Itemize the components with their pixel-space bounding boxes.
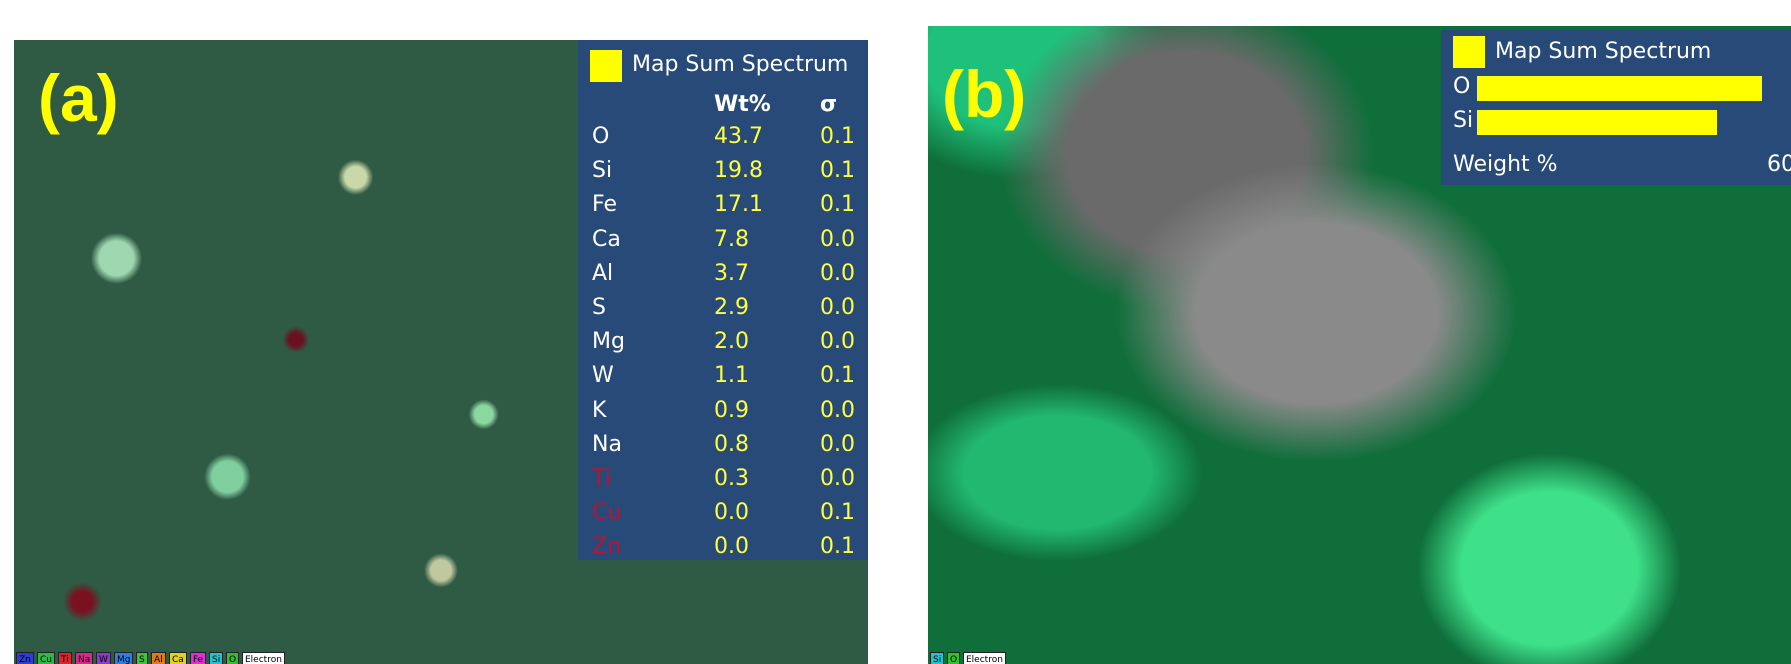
spectrum-chart: Map Sum Spectrum Weight % O Si 60 <box>1441 30 1791 185</box>
element: Zn <box>592 534 621 559</box>
map-chip: Mg <box>114 652 133 664</box>
wt-value: 3.7 <box>714 261 749 286</box>
category-label: O <box>1453 74 1470 99</box>
header: Wt% <box>714 92 771 117</box>
wt-value: 0.3 <box>714 466 749 491</box>
element: Al <box>592 261 613 286</box>
wt-value: 7.8 <box>714 227 749 252</box>
x-tick-label: 60 <box>1767 152 1791 177</box>
map-chip: O <box>226 652 239 664</box>
legend-title: Map Sum Spectrum <box>632 52 848 77</box>
legend-swatch <box>1453 36 1485 68</box>
bar <box>1477 110 1717 135</box>
sigma-value: 0.1 <box>820 124 855 149</box>
map-chip: Fe <box>190 652 206 664</box>
wt-value: 0.0 <box>714 534 749 559</box>
wt-value: 0.8 <box>714 432 749 457</box>
element: S <box>592 295 606 320</box>
legend-swatch <box>590 50 622 82</box>
element: O <box>592 124 609 149</box>
element: Ca <box>592 227 621 252</box>
panel-label: (a) <box>38 60 119 136</box>
sigma-value: 0.1 <box>820 363 855 388</box>
bar <box>1477 76 1762 101</box>
wt-value: 2.0 <box>714 329 749 354</box>
sigma-value: 0.0 <box>820 432 855 457</box>
element: Mg <box>592 329 625 354</box>
sigma-value: 0.0 <box>820 227 855 252</box>
wt-value: 1.1 <box>714 363 749 388</box>
map-chip: Al <box>151 652 166 664</box>
sigma-value: 0.1 <box>820 158 855 183</box>
map-chip: Si <box>930 652 944 664</box>
element: Fe <box>592 192 617 217</box>
sigma-value: 0.0 <box>820 329 855 354</box>
map-chip: Ca <box>169 652 187 664</box>
map-chip: Electron <box>963 652 1006 664</box>
wt-value: 19.8 <box>714 158 763 183</box>
sigma-value: 0.1 <box>820 192 855 217</box>
spectrum-table: Map Sum Spectrum Wt% σ O 43.7 0.1 Si 19.8 0.1… <box>578 40 868 560</box>
chart-title: Map Sum Spectrum <box>1495 39 1711 64</box>
map-chip: Na <box>75 652 93 664</box>
element: Si <box>592 158 612 183</box>
sigma-value: 0.0 <box>820 261 855 286</box>
sigma-value: 0.1 <box>820 534 855 559</box>
wt-value: 17.1 <box>714 192 763 217</box>
page: (a) Map Sum Spectrum Wt% σ O 43.7 0.1 Si 19.… <box>0 0 1791 664</box>
element: Cu <box>592 500 621 525</box>
map-chip: W <box>96 652 111 664</box>
wt-value: 43.7 <box>714 124 763 149</box>
map-chip: S <box>136 652 148 664</box>
x-axis-label: Weight % <box>1453 152 1558 177</box>
wt-value: 0.0 <box>714 500 749 525</box>
category-label: Si <box>1453 108 1473 133</box>
sigma-value: 0.0 <box>820 295 855 320</box>
element: Na <box>592 432 622 457</box>
map-chip: Zn <box>16 652 34 664</box>
sigma-value: 0.0 <box>820 466 855 491</box>
map-chip: Cu <box>37 652 55 664</box>
element: K <box>592 398 606 423</box>
map-chip: Si <box>209 652 223 664</box>
header: σ <box>820 92 837 117</box>
sigma-value: 0.0 <box>820 398 855 423</box>
wt-value: 0.9 <box>714 398 749 423</box>
map-a: (a) Map Sum Spectrum Wt% σ O 43.7 0.1 Si 19.… <box>14 40 868 664</box>
wt-value: 2.9 <box>714 295 749 320</box>
element: W <box>592 363 614 388</box>
element: Ti <box>592 466 611 491</box>
map-chip: O <box>947 652 960 664</box>
map-chip: Electron <box>242 652 285 664</box>
map-chip: Ti <box>58 652 72 664</box>
panel-label: (b) <box>942 56 1026 132</box>
sigma-value: 0.1 <box>820 500 855 525</box>
